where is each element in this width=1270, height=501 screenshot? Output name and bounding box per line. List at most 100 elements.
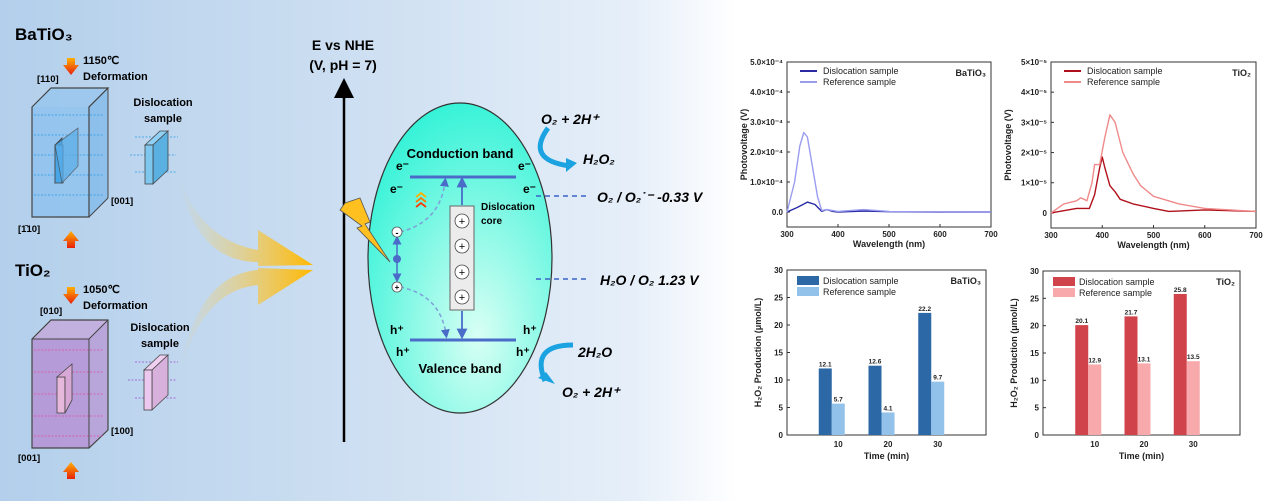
direction-label: [100]: [111, 426, 133, 437]
y-tick-label: 3.0×10⁻⁴: [750, 118, 783, 127]
temperature-label: 1150℃: [83, 55, 119, 67]
dislocation-core-label: Dislocation: [481, 202, 535, 213]
chart-2: 0 1×10⁻⁵ 2×10⁻⁵ 3×10⁻⁵ 4×10⁻⁵ 5×10⁻⁵ Photovolt…: [1003, 58, 1263, 250]
legend-label: Dislocation sample: [1087, 66, 1163, 76]
x-tick-label: 400: [831, 230, 845, 239]
series-line-reference-sample: [786, 131, 992, 213]
charts: 0.0 1.0×10⁻⁴ 2.0×10⁻⁴ 3.0×10⁻⁴ 4.0×10⁻⁴ 5.0×1…: [739, 58, 1263, 461]
bar-value-label: 12.6: [869, 359, 882, 366]
x-tick-label: 500: [1147, 231, 1161, 240]
y-tick-label: 30: [1030, 267, 1039, 276]
y-axis-label: H₂O₂ Production (μmol/L): [753, 298, 763, 408]
chart-1: 0.0 1.0×10⁻⁴ 2.0×10⁻⁴ 3.0×10⁻⁴ 4.0×10⁻⁴ 5.0×1…: [739, 58, 998, 249]
bar-dislocation-sample: [918, 312, 932, 435]
hole-label: h⁺: [523, 323, 537, 337]
minus-sign: -: [396, 228, 399, 238]
hole-label: h⁺: [390, 323, 404, 337]
legend-label: Dislocation sample: [1079, 277, 1155, 287]
water-oxidation-potential: H₂O / O₂ 1.23 V: [600, 272, 700, 288]
x-tick-label: 700: [1249, 231, 1263, 240]
hole-drift-path: [399, 286, 450, 339]
oxidation-product: O₂ + 2H⁺: [562, 384, 621, 400]
y-axis-label: Photovoltage (V): [1003, 109, 1013, 181]
chart-material-label: TiO₂: [1232, 68, 1251, 78]
y-tick-label: 0: [1035, 431, 1040, 440]
plus-sign: +: [395, 283, 400, 292]
compression-down-arrow-icon: [63, 287, 79, 304]
bar-dislocation-sample: [868, 365, 882, 435]
batio3-title: BaTiO₃: [15, 25, 73, 44]
bar-reference-sample: [1137, 363, 1151, 435]
x-tick-label: 10: [1090, 440, 1099, 449]
y-tick-label: 5×10⁻⁵: [1021, 58, 1047, 67]
y-tick-label: 15: [774, 349, 783, 358]
legend-swatch: [797, 276, 819, 285]
direction-label: [001]: [111, 196, 133, 207]
bar-dislocation-sample: [1075, 325, 1089, 435]
electron-label: e⁻: [390, 182, 403, 196]
energy-axis-subtitle: (V, pH = 7): [309, 57, 377, 73]
sample-label: Dislocation: [130, 322, 190, 334]
sample-label: sample: [144, 113, 182, 125]
tio2-title: TiO₂: [15, 261, 51, 280]
dislocation-sample-slab: [128, 354, 178, 411]
chart-4: 0 5 10 15 20 25 30 H₂O₂ Production (μmol/L) Time…: [1009, 267, 1241, 461]
electron-label: e⁻: [523, 182, 536, 196]
legend-label: Reference sample: [823, 287, 896, 297]
x-axis-label: Time (min): [864, 451, 909, 461]
y-tick-label: 20: [1030, 322, 1039, 331]
bar-value-label: 12.1: [819, 361, 832, 368]
y-tick-label: 4.0×10⁻⁴: [750, 88, 783, 97]
bar-reference-sample: [881, 412, 895, 435]
y-tick-label: 2×10⁻⁵: [1021, 149, 1047, 158]
direction-label: [001]: [18, 453, 40, 464]
x-tick-label: 20: [884, 440, 893, 449]
reduction-reactant: O₂ + 2H⁺: [541, 111, 600, 127]
y-tick-label: 0: [1043, 209, 1048, 218]
flow-arrow-icon: [178, 268, 313, 380]
chart-material-label: BaTiO₃: [955, 68, 986, 78]
y-tick-label: 15: [1030, 349, 1039, 358]
y-tick-label: 10: [774, 376, 783, 385]
sample-label: sample: [141, 338, 179, 350]
x-tick-label: 300: [1044, 231, 1058, 240]
bar-reference-sample: [1088, 364, 1102, 435]
electron-drift-path: [399, 177, 449, 233]
x-tick-label: 30: [1189, 440, 1198, 449]
chart-material-label: BaTiO₃: [950, 276, 981, 286]
direction-label: [010]: [40, 306, 62, 317]
bar-dislocation-sample: [1124, 316, 1138, 435]
x-tick-label: 30: [933, 440, 942, 449]
bar-reference-sample: [1186, 361, 1200, 435]
bar-value-label: 13.1: [1138, 356, 1151, 363]
x-tick-label: 10: [834, 440, 843, 449]
chart-3: 0 5 10 15 20 25 30 H₂O₂ Production (μmol/L) Time…: [753, 266, 987, 461]
dislocation-sample-slab: [130, 130, 178, 185]
batio3-schematic: BaTiO₃ 1150℃ Deformation [110] [001] [1̄…: [15, 25, 193, 248]
oxidation-reactant: 2H₂O: [577, 344, 612, 360]
lightning-icon: [339, 197, 391, 263]
bar-dislocation-sample: [1173, 293, 1187, 435]
y-tick-label: 2.0×10⁻⁴: [750, 148, 783, 157]
y-axis-label: H₂O₂ Production (μmol/L): [1009, 298, 1019, 408]
series-line-dislocation-sample: [1050, 156, 1257, 214]
band-diagram: E vs NHE (V, pH = 7) Conduction band Val…: [309, 37, 704, 442]
plus-sign: +: [459, 292, 465, 304]
y-tick-label: 5.0×10⁻⁴: [750, 58, 783, 67]
y-tick-label: 25: [1030, 294, 1039, 303]
legend-swatch: [797, 287, 819, 296]
y-tick-label: 3×10⁻⁵: [1021, 118, 1047, 127]
x-axis-label: Wavelength (nm): [1117, 240, 1189, 250]
process-label: Deformation: [83, 300, 148, 312]
conduction-band-label: Conduction band: [407, 146, 514, 161]
bar-reference-sample: [831, 403, 845, 435]
compression-up-arrow-icon: [63, 462, 79, 479]
crystal-cube: [31, 319, 109, 449]
compression-down-arrow-icon: [63, 58, 79, 75]
y-tick-label: 1×10⁻⁵: [1021, 179, 1047, 188]
plus-sign: +: [459, 216, 465, 228]
electron-label: e⁻: [396, 159, 409, 173]
x-tick-label: 700: [984, 230, 998, 239]
y-axis-label: Photovoltage (V): [739, 109, 749, 181]
y-tick-label: 10: [1030, 376, 1039, 385]
